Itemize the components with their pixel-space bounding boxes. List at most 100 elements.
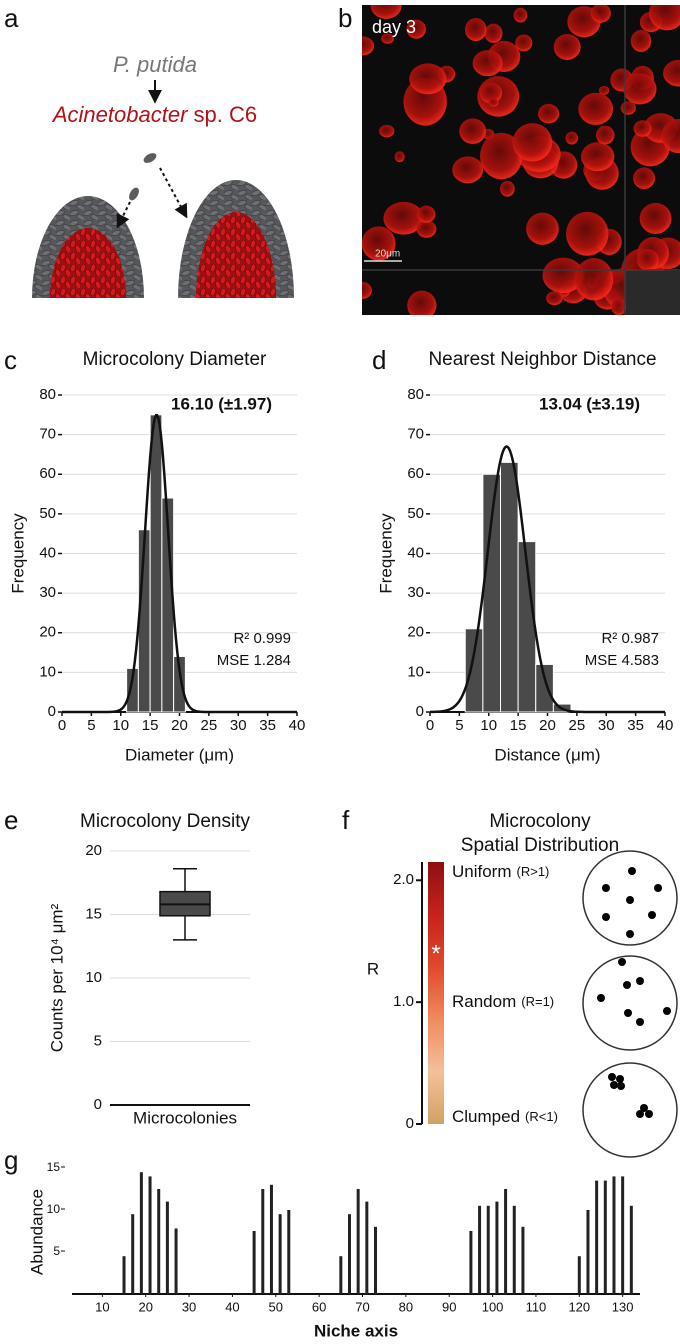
y-tick-label: 10 xyxy=(407,663,424,680)
y-tick-label: 80 xyxy=(39,386,56,403)
panel-letter: a xyxy=(4,3,19,33)
y-tick-label: 60 xyxy=(39,465,56,482)
x-tick-label: 20 xyxy=(171,717,188,734)
x-tick-label: 90 xyxy=(442,1299,456,1314)
panel-letter: e xyxy=(4,805,18,835)
colony-blob xyxy=(362,36,375,56)
x-tick-label: 30 xyxy=(182,1299,196,1314)
genus: Acinetobacter xyxy=(51,102,189,127)
bar xyxy=(356,1189,360,1294)
bar xyxy=(612,1176,616,1294)
colony-blob xyxy=(611,298,627,315)
bar xyxy=(365,1201,369,1294)
y-tick-label: 70 xyxy=(407,426,424,443)
y-tick-label: 80 xyxy=(407,386,424,403)
panel-letter: g xyxy=(4,1145,18,1175)
panel-letter: c xyxy=(4,345,17,375)
colony-blob xyxy=(379,124,395,138)
x-tick-label: 10 xyxy=(95,1299,109,1314)
colony-blob xyxy=(623,73,657,105)
bar xyxy=(148,1176,152,1294)
bar xyxy=(469,1231,473,1294)
colony-blob xyxy=(633,167,656,190)
arrow xyxy=(159,167,188,219)
bar xyxy=(269,1184,273,1294)
corner xyxy=(626,271,680,315)
y-tick-label: 30 xyxy=(407,584,424,601)
colony-blob xyxy=(630,29,652,52)
y-tick-label: 40 xyxy=(407,544,424,561)
colony-blob xyxy=(598,85,610,95)
x-tick-label: 40 xyxy=(289,717,306,734)
chart-title: Microcolony Density xyxy=(80,811,250,832)
zone-note: (R=1) xyxy=(521,994,554,1009)
y-tick-label: 15 xyxy=(47,1160,61,1174)
x-tick-label: 10 xyxy=(112,717,129,734)
colony-blob xyxy=(661,119,680,153)
colony-blob xyxy=(479,82,503,104)
fit-stat: R² 0.999 xyxy=(233,630,291,647)
zone-name: Uniform xyxy=(452,862,512,881)
x-axis-title: Diameter (μm) xyxy=(125,745,234,764)
bar xyxy=(278,1214,282,1294)
y-axis-title: Counts per 10⁴ μm² xyxy=(47,903,66,1052)
panel-letter: f xyxy=(342,805,350,835)
colony-blob xyxy=(553,33,581,60)
x-tick-label: 35 xyxy=(259,717,276,734)
bar xyxy=(512,1205,516,1294)
y-tick-label: 0 xyxy=(406,1115,414,1132)
y-tick-label: 20 xyxy=(85,842,102,859)
colony-blob xyxy=(578,92,614,125)
zone-label: Clumped (R<1) xyxy=(452,1107,558,1126)
bar xyxy=(486,1205,490,1294)
bar xyxy=(577,1256,581,1294)
colony-blob xyxy=(566,211,609,256)
colony-blob xyxy=(515,34,533,52)
bar xyxy=(131,1214,135,1294)
bar xyxy=(595,1180,599,1294)
colony-blob xyxy=(381,33,394,44)
y-tick-label: 20 xyxy=(39,624,56,641)
colony-blob xyxy=(637,249,659,271)
colony-blob xyxy=(370,5,402,19)
bar xyxy=(621,1176,625,1294)
y-tick-label: 70 xyxy=(39,426,56,443)
colony-blob xyxy=(542,257,584,294)
colony-blob xyxy=(500,180,515,197)
zone-label: Random (R=1) xyxy=(452,992,554,1011)
x-tick-label: 30 xyxy=(230,717,247,734)
colony-blob xyxy=(394,151,405,163)
colony-blob xyxy=(596,125,615,145)
zone-name: Clumped xyxy=(452,1107,520,1126)
organism-label: Acinetobacter sp. C6 xyxy=(51,102,257,127)
colony-blob xyxy=(633,120,652,137)
y-tick-label: 10 xyxy=(39,663,56,680)
bar xyxy=(347,1214,351,1294)
cell xyxy=(129,187,139,201)
y-tick-label: 50 xyxy=(407,505,424,522)
zone-note: (R>1) xyxy=(517,864,550,879)
y-tick-label: 2.0 xyxy=(393,871,414,888)
organism-label: P. putida xyxy=(113,52,197,77)
y-tick-label: 20 xyxy=(407,624,424,641)
colony-blob xyxy=(416,220,437,238)
x-tick-label: 50 xyxy=(269,1299,283,1314)
bar xyxy=(173,656,186,713)
colony-blob xyxy=(648,5,680,31)
colony-blob xyxy=(362,226,396,261)
bar xyxy=(495,1201,499,1294)
colony-blob xyxy=(546,291,563,306)
colony-blob xyxy=(639,202,672,234)
colony-blob xyxy=(459,118,487,144)
x-tick-label: 20 xyxy=(539,717,556,734)
y-tick-label: 1.0 xyxy=(393,993,414,1010)
x-tick-label: 0 xyxy=(58,717,66,734)
bar xyxy=(261,1189,265,1294)
chart-title: Nearest Neighbor Distance xyxy=(428,349,656,370)
bar xyxy=(287,1210,291,1294)
bar xyxy=(586,1210,590,1294)
y-tick-label: 0 xyxy=(94,1096,102,1113)
y-tick-label: 0 xyxy=(48,703,56,720)
x-tick-label: 10 xyxy=(480,717,497,734)
